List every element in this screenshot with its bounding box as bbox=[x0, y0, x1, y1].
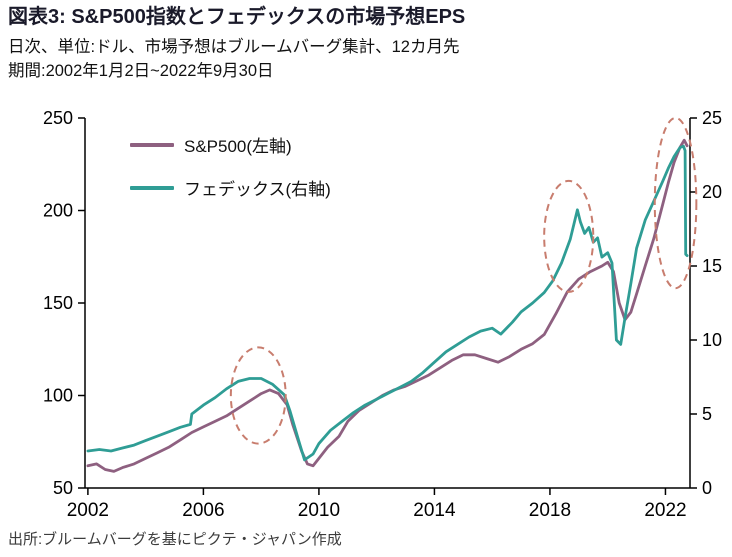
x-axis-tick-label: 2006 bbox=[182, 500, 224, 520]
annotation-ellipse bbox=[653, 117, 698, 290]
line-chart: 50 100 150 200 250 0 5 10 15 20 25 2002 2006 2010 2014… bbox=[43, 108, 722, 521]
legend-item-fedex: フェデックス(右軸) bbox=[130, 175, 331, 200]
figure-header: 図表3: S&P500指数とフェデックスの市場予想EPS 日次、単位:ドル、市場… bbox=[8, 5, 724, 84]
x-axis-tick-label: 2002 bbox=[67, 500, 109, 520]
x-axis-tick-label: 2014 bbox=[413, 500, 456, 520]
fedex-line bbox=[86, 144, 689, 462]
figure-title: 図表3: S&P500指数とフェデックスの市場予想EPS bbox=[8, 6, 466, 28]
left-axis-tick-label: 100 bbox=[43, 386, 73, 406]
left-axis-tick-label: 50 bbox=[53, 478, 73, 498]
left-axis-tick-label: 250 bbox=[43, 108, 73, 128]
figure-period: 期間:2002年1月2日~2022年9月30日 bbox=[8, 61, 274, 80]
fedex-line-swatch bbox=[130, 185, 174, 190]
right-axis-tick-label: 5 bbox=[702, 404, 712, 424]
left-axis-tick-label: 150 bbox=[43, 293, 73, 313]
left-axis-tick-label: 200 bbox=[43, 201, 73, 221]
source-note: 出所:ブルームバーグを基にピクテ・ジャパン作成 bbox=[8, 531, 342, 548]
annotation-ellipse bbox=[543, 179, 595, 293]
right-axis-tick-label: 25 bbox=[702, 108, 722, 128]
right-axis-tick-label: 0 bbox=[702, 478, 712, 498]
chart-legend: S&P500(左軸) フェデックス(右軸) bbox=[130, 132, 331, 200]
right-axis-tick-label: 15 bbox=[702, 256, 722, 276]
legend-item-sp500: S&P500(左軸) bbox=[130, 132, 331, 157]
x-axis-tick-label: 2018 bbox=[529, 500, 571, 520]
sp500-line-swatch bbox=[130, 142, 174, 147]
legend-label-fedex: フェデックス(右軸) bbox=[184, 180, 331, 199]
right-axis-tick-label: 20 bbox=[702, 182, 722, 202]
x-axis-tick-label: 2010 bbox=[298, 500, 340, 520]
legend-label-sp500: S&P500(左軸) bbox=[184, 137, 292, 156]
x-axis-tick-label: 2022 bbox=[644, 500, 686, 520]
figure-subtitle: 日次、単位:ドル、市場予想はブルームバーグ集計、12カ月先 bbox=[8, 38, 460, 56]
annotation-ellipse bbox=[229, 346, 287, 445]
chart-area: 50 100 150 200 250 0 5 10 15 20 25 2002 2006 2010 2014… bbox=[0, 96, 732, 521]
right-axis-tick-label: 10 bbox=[702, 330, 722, 350]
